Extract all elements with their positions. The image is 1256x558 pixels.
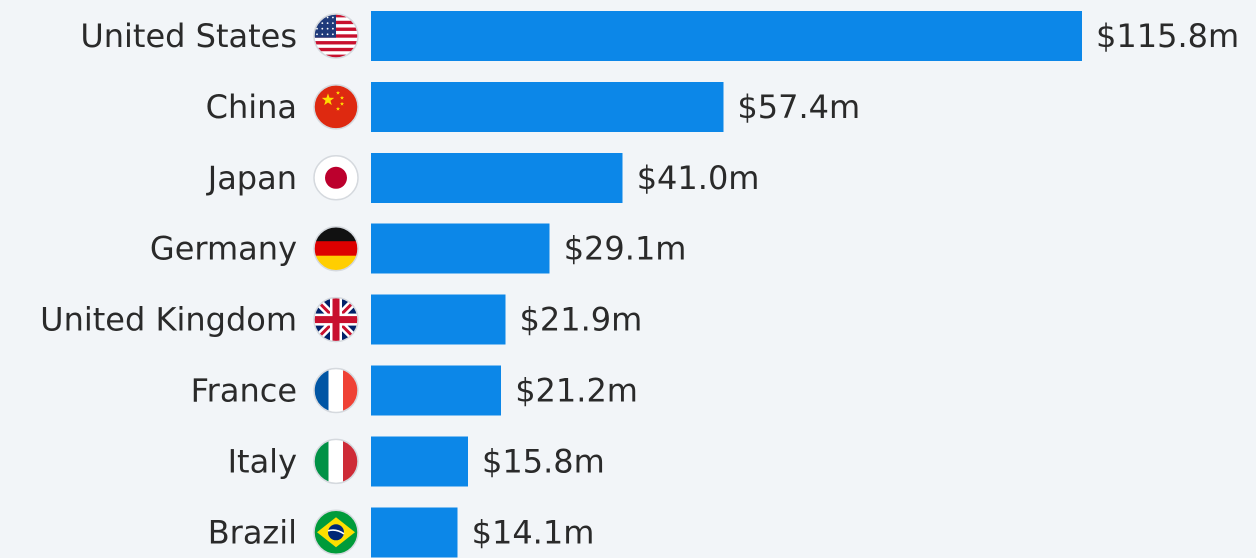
category-label: United States xyxy=(80,17,297,55)
value-label: $29.1m xyxy=(564,230,687,268)
category-label: Japan xyxy=(206,159,297,197)
value-label: $41.0m xyxy=(637,159,760,197)
brazil-flag-icon xyxy=(313,509,359,556)
value-label: $21.9m xyxy=(520,301,643,339)
bar xyxy=(371,365,502,416)
category-label: Italy xyxy=(228,442,297,480)
bar xyxy=(371,436,468,487)
chart-row: Brazil $14.1m xyxy=(208,507,595,558)
chart-row: France $21.2m xyxy=(191,365,638,416)
category-label: United Kingdom xyxy=(40,301,297,339)
chart-row: Germany $29.1m xyxy=(150,223,687,274)
chart-row: Japan $41.0m xyxy=(206,152,760,203)
japan-flag-icon xyxy=(313,155,359,201)
france-flag-icon xyxy=(313,367,359,414)
category-label: France xyxy=(191,372,297,410)
bar xyxy=(371,152,623,203)
uk-flag-icon xyxy=(313,296,359,343)
chart-row: United States $115.8m xyxy=(80,11,1239,61)
category-label: China xyxy=(206,88,297,126)
bar xyxy=(371,223,550,274)
value-label: $21.2m xyxy=(515,372,638,410)
bar xyxy=(371,507,458,558)
bar xyxy=(371,294,506,345)
bar xyxy=(371,81,724,132)
chart-row: China $57.4m xyxy=(206,81,860,132)
value-label: $15.8m xyxy=(482,442,605,480)
chart-row: Italy $15.8m xyxy=(228,436,605,487)
us-flag-icon xyxy=(313,13,359,59)
category-label: Germany xyxy=(150,230,297,268)
chart-rows: United States $115.8m China $57.4m Japan $41.… xyxy=(40,11,1239,558)
germany-flag-icon xyxy=(313,225,359,272)
value-label: $115.8m xyxy=(1096,17,1239,55)
chart-row: United Kingdom $21.9m xyxy=(40,294,643,345)
value-label: $14.1m xyxy=(472,513,595,551)
italy-flag-icon xyxy=(313,438,359,485)
value-label: $57.4m xyxy=(737,88,860,126)
china-flag-icon xyxy=(313,84,359,130)
bar xyxy=(371,11,1082,61)
category-label: Brazil xyxy=(208,513,297,551)
